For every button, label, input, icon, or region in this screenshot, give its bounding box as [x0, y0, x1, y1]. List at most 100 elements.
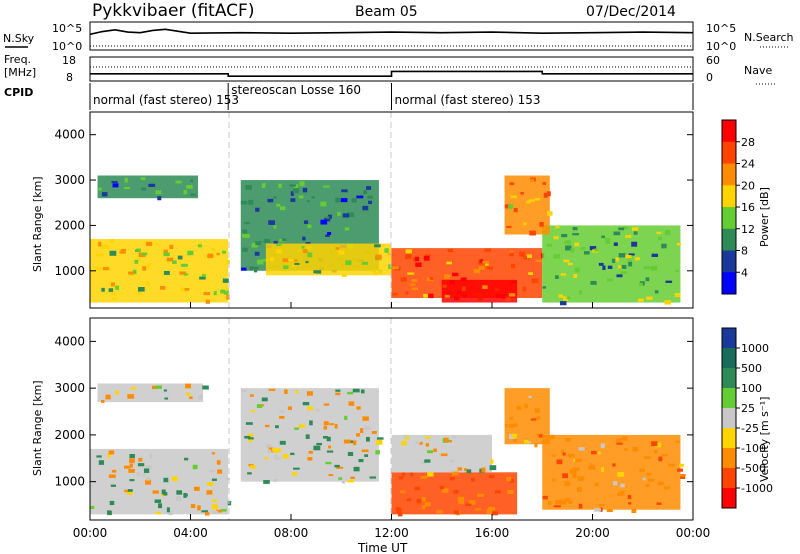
data-cell	[588, 465, 596, 470]
data-cell	[184, 288, 190, 291]
beam-label: Beam 05	[355, 4, 418, 20]
data-cell	[449, 470, 454, 473]
data-cell	[276, 243, 282, 247]
data-cell	[273, 225, 277, 229]
data-cell	[276, 203, 281, 207]
data-cell	[175, 180, 182, 184]
data-cell	[526, 200, 531, 204]
power-colorbar: 28 24 20 16 12 8 4	[721, 119, 755, 295]
data-cell	[638, 282, 643, 286]
data-cell	[405, 436, 410, 440]
data-cell	[663, 486, 671, 490]
data-cell	[180, 263, 188, 267]
data-cell	[119, 251, 126, 254]
data-cell	[307, 457, 313, 461]
data-cell	[102, 267, 109, 271]
xtick-label: 20:00	[575, 526, 610, 540]
data-cell	[98, 253, 105, 257]
data-cell	[202, 385, 209, 390]
colorbar-swatch	[722, 272, 736, 295]
data-cell	[567, 262, 573, 266]
colorbar-tick-label: 4	[741, 266, 748, 279]
data-cell	[486, 508, 493, 514]
data-cell	[171, 260, 177, 264]
data-cell	[275, 425, 279, 429]
data-cell	[244, 435, 251, 439]
data-cell	[468, 500, 476, 505]
data-cell	[149, 454, 153, 459]
data-cell	[420, 476, 428, 479]
data-cell	[295, 390, 299, 394]
data-cell	[290, 198, 296, 202]
data-cell	[309, 420, 313, 426]
data-cell	[207, 482, 214, 486]
data-cell	[338, 250, 345, 255]
data-cell	[598, 504, 605, 507]
data-cell	[462, 286, 466, 291]
data-cell	[110, 282, 115, 287]
data-cell	[589, 463, 593, 466]
data-cell	[154, 499, 162, 503]
data-cell	[274, 457, 281, 460]
data-cell	[556, 459, 563, 465]
data-cell	[477, 493, 484, 497]
data-cell	[553, 235, 559, 240]
colorbar-tick-label: 28	[741, 136, 755, 149]
data-cell	[211, 504, 218, 510]
data-cell	[101, 287, 105, 292]
data-cell	[448, 459, 455, 463]
data-cell	[664, 300, 671, 305]
data-cell	[620, 483, 625, 488]
data-cell	[433, 448, 437, 453]
data-cell	[198, 394, 203, 400]
data-cell	[473, 268, 481, 274]
data-cell	[273, 478, 278, 482]
noise-tick-right-top: 10^5	[706, 22, 736, 35]
data-cell	[361, 261, 369, 265]
data-cell	[305, 260, 309, 264]
colorbar-swatch	[722, 163, 736, 186]
data-cell	[628, 253, 635, 256]
data-cell	[676, 242, 681, 246]
cpid-row: CPID normal (fast stereo) 153stereoscan …	[4, 83, 694, 110]
data-cell	[616, 492, 622, 496]
data-cell	[251, 242, 258, 248]
data-cell	[146, 476, 151, 481]
data-cell	[356, 195, 364, 199]
data-cell	[343, 439, 351, 444]
data-cell	[126, 491, 133, 495]
data-cell	[274, 454, 278, 458]
colorbar-tick-label: 20	[741, 179, 755, 192]
data-cell	[101, 192, 108, 197]
data-cell	[288, 259, 294, 262]
data-cell	[208, 469, 215, 473]
data-cell	[313, 445, 321, 451]
data-cell	[326, 450, 334, 453]
data-cell	[98, 460, 105, 465]
data-cell	[323, 426, 328, 430]
data-cell	[185, 383, 191, 389]
data-cell	[130, 387, 137, 390]
colorbar-swatch	[722, 185, 736, 208]
data-cell	[302, 236, 306, 241]
data-cell	[281, 238, 287, 242]
data-cell	[577, 476, 585, 481]
data-cell	[115, 390, 119, 395]
data-cell	[615, 439, 621, 442]
data-cell	[249, 266, 253, 271]
noise-tick-left-top: 10^5	[52, 22, 82, 35]
data-cell	[223, 290, 230, 295]
data-cell	[551, 478, 556, 482]
data-cell	[392, 293, 398, 296]
data-cell	[115, 285, 120, 290]
data-cell	[190, 193, 196, 196]
data-cell	[316, 442, 322, 446]
data-cell	[187, 250, 194, 256]
data-cell	[436, 510, 443, 514]
data-cell	[524, 403, 528, 409]
data-cell	[484, 248, 492, 252]
data-cell	[562, 452, 566, 456]
data-cell	[578, 503, 583, 509]
data-cell	[580, 247, 586, 250]
data-cell	[374, 244, 381, 248]
